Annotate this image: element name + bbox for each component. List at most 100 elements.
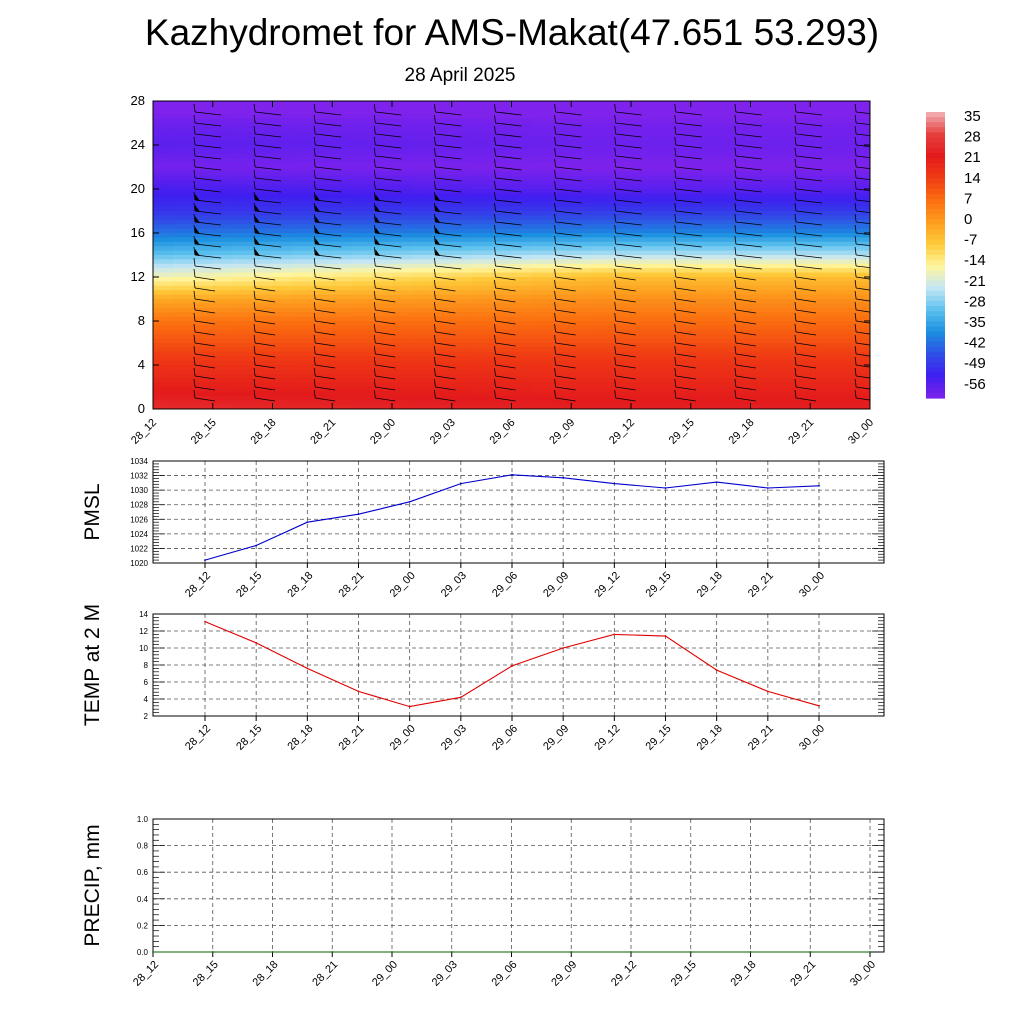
- heatmap-cell: [810, 387, 831, 392]
- colorbar-segment: [926, 382, 945, 389]
- heatmap-cell: [451, 391, 473, 397]
- heatmap-cell: [670, 145, 692, 150]
- wind-barb-shaft: [375, 353, 396, 358]
- wind-barb-feather: [373, 202, 376, 212]
- wind-barb-feather: [313, 356, 316, 366]
- heatmap-cell: [272, 105, 294, 111]
- heatmap-cell: [252, 312, 274, 318]
- heatmap-cell: [810, 228, 831, 234]
- heatmap-cell: [790, 189, 811, 194]
- wind-barb-feather: [253, 389, 256, 399]
- wind-barb-shaft: [675, 166, 702, 171]
- wind-barb-feather: [915, 379, 916, 387]
- heatmap-cell: [690, 149, 712, 155]
- heatmap-cell: [531, 206, 552, 212]
- heatmap-cell: [790, 259, 811, 265]
- wind-barb-feather: [253, 312, 256, 322]
- wind-barb-shaft: [435, 155, 462, 160]
- wind-barb-feather: [915, 225, 916, 233]
- wind-barb-feather: [253, 158, 256, 168]
- heatmap-cell: [611, 356, 632, 362]
- wind-barb-feather: [253, 169, 256, 179]
- y-tick-label: 0.8: [137, 842, 149, 851]
- heatmap-cell: [332, 158, 353, 164]
- wind-barb-feather: [373, 389, 376, 399]
- heatmap-cell: [292, 259, 313, 265]
- heatmap-cell: [710, 246, 732, 252]
- heatmap-cell: [292, 255, 313, 260]
- colorbar-segment: [926, 265, 945, 271]
- heatmap-cell: [670, 391, 692, 397]
- heatmap-cell: [252, 211, 274, 216]
- wind-barb-feather: [313, 323, 316, 333]
- heatmap-cell: [392, 360, 413, 366]
- heatmap-cell: [611, 118, 632, 124]
- heatmap-cell: [551, 378, 572, 384]
- heatmap-cell: [531, 369, 552, 375]
- y-tick-label: 8: [144, 661, 149, 670]
- heatmap-cell: [591, 387, 612, 392]
- heatmap-cell: [392, 189, 413, 194]
- heatmap-cell: [551, 215, 572, 221]
- heatmap-cell: [591, 356, 612, 362]
- heatmap-cell: [790, 180, 811, 186]
- colorbar-segment: [926, 127, 945, 134]
- heatmap-cell: [650, 395, 672, 401]
- x-tick-label: 29_18: [729, 959, 759, 989]
- heatmap-cell: [153, 233, 174, 238]
- heatmap-cell: [690, 272, 712, 278]
- heatmap-cell: [172, 184, 194, 190]
- heatmap-cell: [830, 215, 851, 221]
- heatmap-cell: [292, 246, 313, 252]
- heatmap-cell: [451, 241, 473, 247]
- heatmap-cell: [830, 294, 851, 300]
- heatmap-cell: [690, 215, 712, 221]
- heatmap-cell: [631, 184, 652, 190]
- heatmap-cell: [332, 145, 353, 150]
- heatmap-cell: [292, 400, 313, 406]
- heatmap-cell: [431, 233, 453, 238]
- heatmap-cell: [192, 241, 214, 247]
- heatmap-cell: [591, 105, 612, 111]
- heatmap-cell: [252, 373, 274, 379]
- heatmap-cell: [292, 290, 313, 296]
- heatmap-cell: [392, 369, 413, 375]
- colorbar-segment: [926, 392, 945, 399]
- heatmap-cell: [850, 294, 870, 300]
- y-tick-label: 1034: [130, 457, 148, 466]
- heatmap-cell: [511, 215, 533, 221]
- heatmap-cell: [372, 382, 393, 388]
- heatmap-cell: [551, 184, 572, 190]
- heatmap-cell: [830, 316, 851, 322]
- heatmap-cell: [272, 114, 294, 120]
- heatmap-cell: [650, 109, 672, 115]
- heatmap-cell: [312, 162, 333, 168]
- wind-barb-shaft: [856, 342, 870, 346]
- wind-barb-shaft: [856, 122, 870, 126]
- heatmap-cell: [172, 356, 194, 362]
- heatmap-cell: [670, 400, 692, 406]
- heatmap-cell: [830, 237, 851, 243]
- heatmap-cell: [312, 140, 333, 146]
- colorbar-segment: [926, 362, 945, 368]
- wind-barb-feather: [734, 235, 737, 245]
- wind-barb-shaft: [856, 364, 870, 368]
- heatmap-cell: [232, 149, 254, 155]
- heatmap-cell: [491, 255, 513, 260]
- heatmap-cell: [571, 162, 592, 168]
- heatmap-cell: [790, 343, 811, 348]
- heatmap-cell: [850, 369, 870, 375]
- wind-barb-shaft: [375, 144, 402, 149]
- wind-barb-feather: [313, 202, 316, 212]
- heatmap-cell: [690, 351, 712, 357]
- heatmap-cell: [232, 211, 254, 216]
- heatmap-cell: [292, 312, 313, 318]
- heatmap-cell: [830, 109, 851, 115]
- heatmap-cell: [292, 211, 313, 216]
- colorbar-segment: [926, 112, 945, 118]
- heatmap-cell: [810, 215, 831, 221]
- heatmap-cell: [272, 294, 294, 300]
- heatmap-cell: [411, 263, 433, 269]
- wind-barb-feather: [554, 224, 556, 234]
- heatmap-cell: [252, 131, 274, 137]
